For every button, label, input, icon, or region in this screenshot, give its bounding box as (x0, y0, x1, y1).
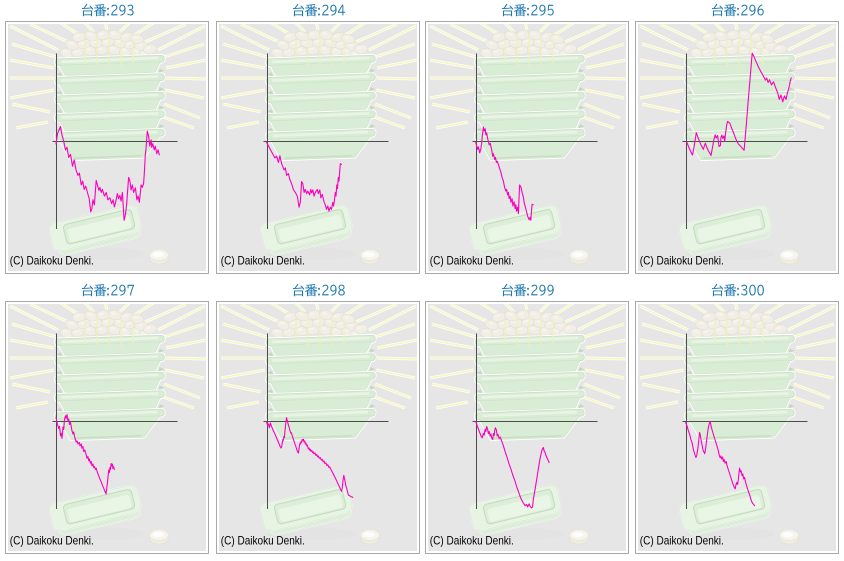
svg-text:(C) Daikoku Denki.: (C) Daikoku Denki. (10, 535, 94, 548)
svg-text:(C) Daikoku Denki.: (C) Daikoku Denki. (430, 255, 514, 268)
svg-text:(C) Daikoku Denki.: (C) Daikoku Denki. (640, 255, 724, 268)
svg-text:(C) Daikoku Denki.: (C) Daikoku Denki. (10, 255, 94, 268)
svg-text:(C) Daikoku Denki.: (C) Daikoku Denki. (430, 535, 514, 548)
svg-text:(C) Daikoku Denki.: (C) Daikoku Denki. (640, 535, 724, 548)
svg-text:(C) Daikoku Denki.: (C) Daikoku Denki. (220, 255, 304, 268)
svg-text:(C) Daikoku Denki.: (C) Daikoku Denki. (220, 535, 304, 548)
